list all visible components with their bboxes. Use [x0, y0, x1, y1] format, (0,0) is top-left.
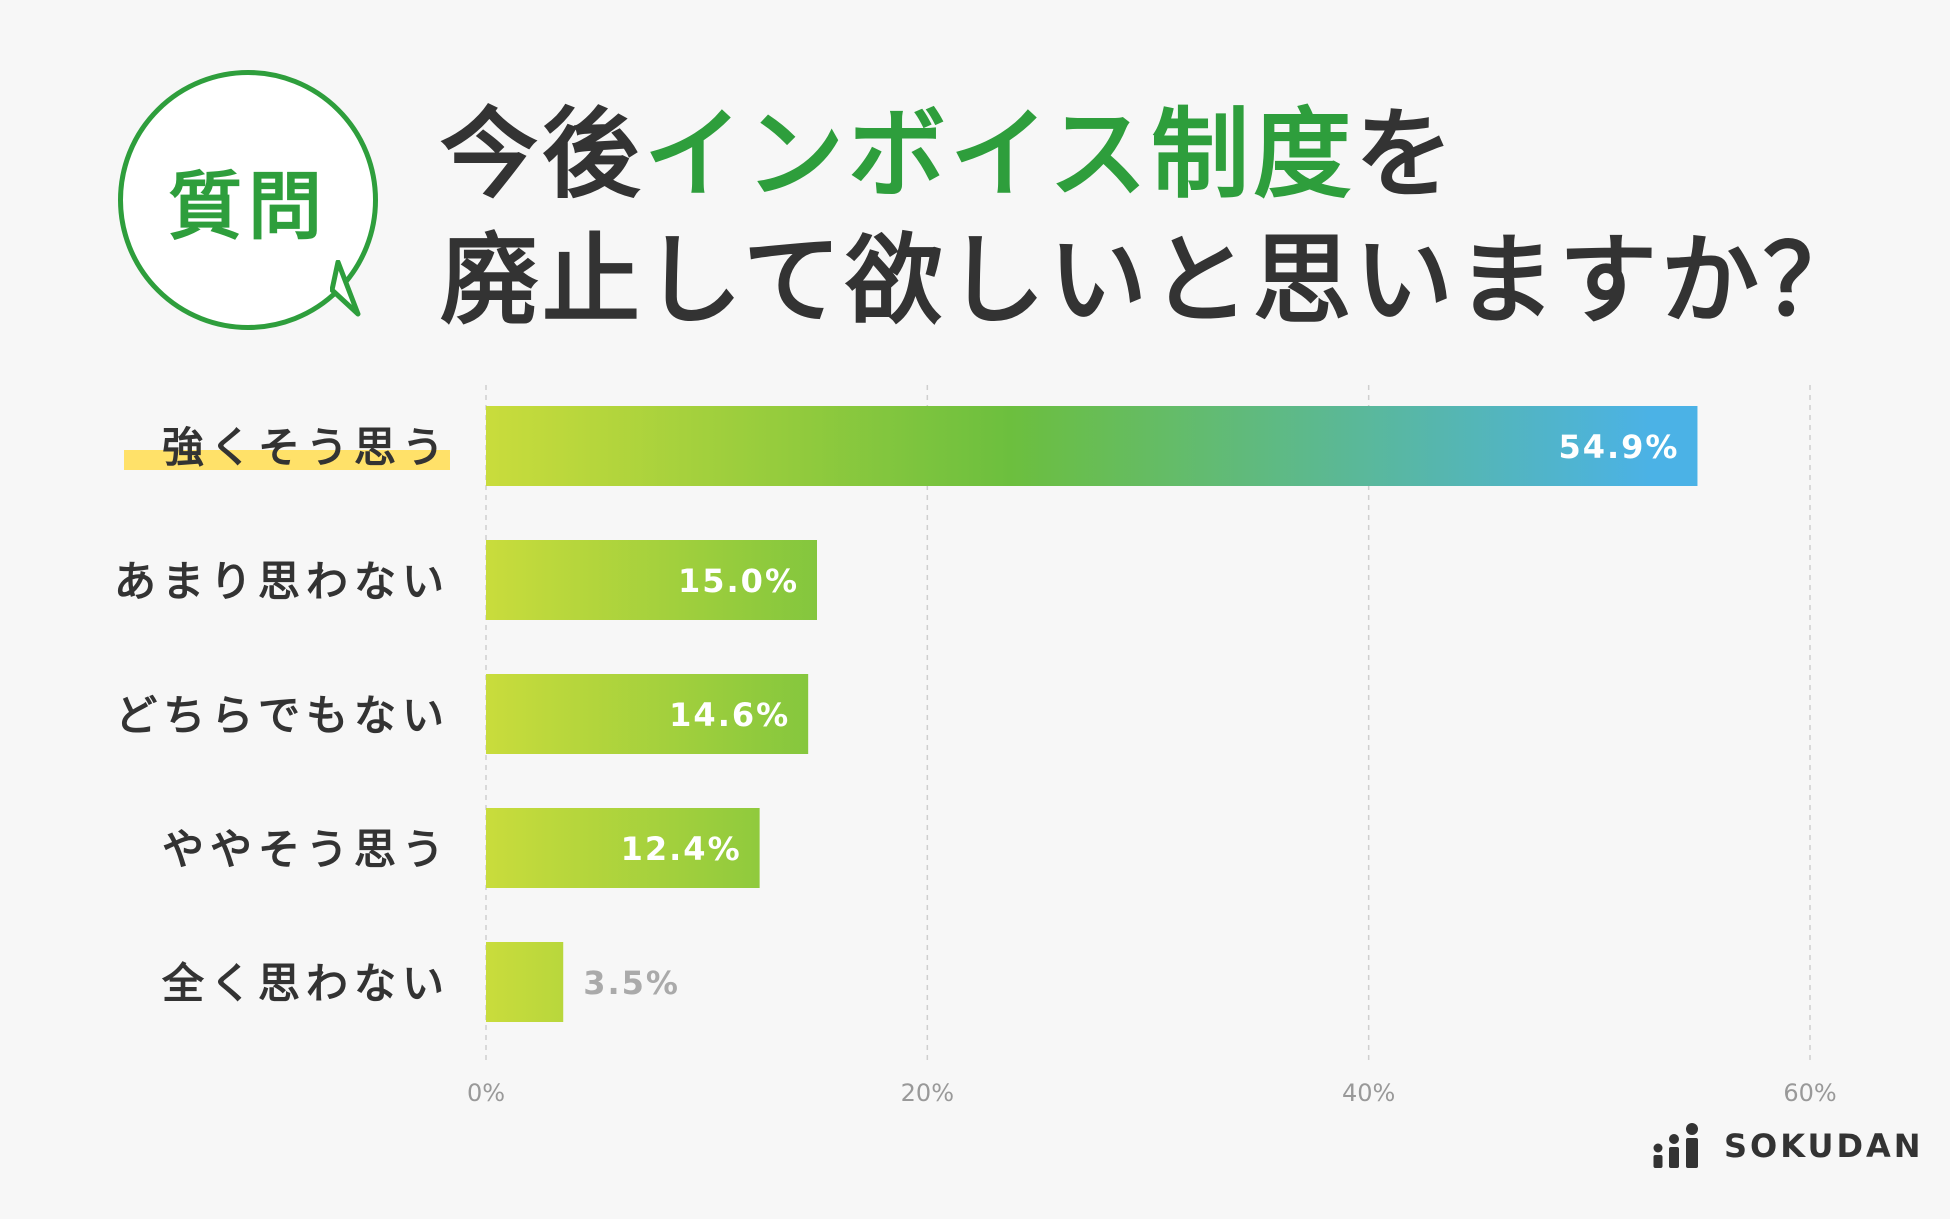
category-label: あまり思わない — [114, 557, 450, 606]
category-label: 全く思わない — [161, 959, 450, 1008]
data-label: 3.5% — [583, 964, 680, 1002]
x-tick-label: 0% — [467, 1079, 505, 1107]
x-tick-label: 40% — [1342, 1079, 1395, 1107]
sokudan-logo: SOKUDAN — [1650, 1122, 1924, 1170]
bar-layer — [486, 406, 1698, 1022]
category-label: 強くそう思う — [162, 423, 450, 472]
x-tick-label: 20% — [901, 1079, 954, 1107]
question-badge: 質問 — [118, 70, 378, 330]
sokudan-logo-icon — [1653, 1123, 1698, 1168]
bar — [486, 540, 817, 620]
label-layer: 0% 20% 40% 60% 強くそう思う 54.9% あまり思わない 15.0% どちらでもな… — [114, 423, 1837, 1107]
category-highlight — [124, 450, 450, 470]
data-label: 14.6% — [669, 696, 790, 734]
bar — [486, 406, 1698, 486]
bar — [486, 942, 564, 1022]
title-highlight: インボイス制度 — [644, 98, 1356, 212]
x-tick-label: 60% — [1783, 1079, 1836, 1107]
title-line-1: 今後インボイス制度を — [440, 92, 1865, 218]
bar — [486, 674, 809, 754]
bar — [486, 808, 760, 888]
data-label: 12.4% — [621, 830, 742, 868]
data-label: 15.0% — [678, 562, 799, 600]
category-label: ややそう思う — [162, 825, 450, 874]
category-label: どちらでもない — [115, 691, 450, 740]
title-suffix: を — [1355, 98, 1458, 212]
title-prefix: 今後 — [440, 98, 645, 212]
page-title: 今後インボイス制度を 廃止して欲しいと思いますか？ — [440, 92, 1865, 344]
speech-bubble-tail — [330, 260, 361, 317]
data-label: 54.9% — [1558, 428, 1679, 466]
brand-name: SOKUDAN — [1724, 1127, 1924, 1165]
question-badge-label: 質問 — [168, 163, 328, 250]
title-line-2: 廃止して欲しいと思いますか？ — [440, 224, 1866, 338]
